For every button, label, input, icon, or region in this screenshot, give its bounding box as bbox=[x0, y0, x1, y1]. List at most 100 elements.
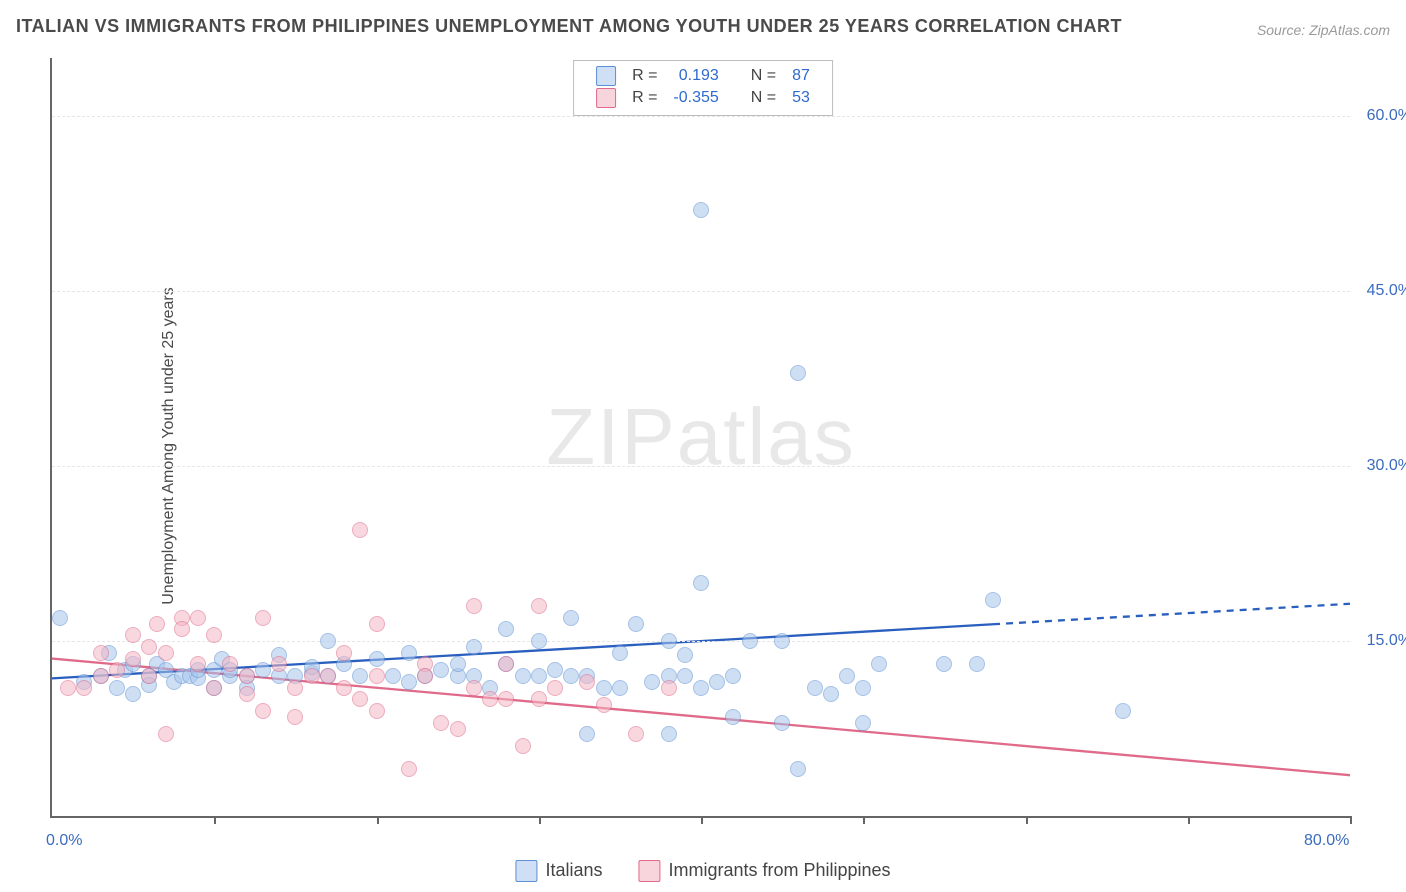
point-philippines bbox=[93, 645, 109, 661]
x-tick bbox=[701, 816, 703, 824]
point-philippines bbox=[190, 610, 206, 626]
r-label: R = bbox=[624, 87, 665, 109]
x-tick bbox=[1350, 816, 1352, 824]
correlation-row-philippines: R = -0.355 N = 53 bbox=[588, 87, 818, 109]
point-philippines bbox=[515, 738, 531, 754]
point-italians bbox=[985, 592, 1001, 608]
point-italians bbox=[644, 674, 660, 690]
chart-root: { "title": "ITALIAN VS IMMIGRANTS FROM P… bbox=[0, 0, 1406, 892]
point-philippines bbox=[222, 656, 238, 672]
point-italians bbox=[515, 668, 531, 684]
n-value: 53 bbox=[784, 87, 818, 109]
point-philippines bbox=[579, 674, 595, 690]
point-philippines bbox=[336, 680, 352, 696]
point-italians bbox=[450, 656, 466, 672]
point-italians bbox=[790, 365, 806, 381]
point-italians bbox=[774, 633, 790, 649]
legend-item-italians: Italians bbox=[515, 860, 602, 882]
correlation-legend: R = 0.193 N = 87 R = -0.355 N = 53 bbox=[573, 60, 833, 116]
point-philippines bbox=[141, 668, 157, 684]
point-italians bbox=[352, 668, 368, 684]
point-italians bbox=[531, 668, 547, 684]
point-philippines bbox=[369, 668, 385, 684]
point-philippines bbox=[76, 680, 92, 696]
point-italians bbox=[936, 656, 952, 672]
point-italians bbox=[823, 686, 839, 702]
point-philippines bbox=[125, 651, 141, 667]
swatch-philippines bbox=[596, 88, 616, 108]
point-philippines bbox=[369, 616, 385, 632]
watermark: ZIPatlas bbox=[546, 391, 855, 483]
point-italians bbox=[563, 668, 579, 684]
point-philippines bbox=[125, 627, 141, 643]
point-philippines bbox=[466, 680, 482, 696]
point-philippines bbox=[547, 680, 563, 696]
point-italians bbox=[725, 668, 741, 684]
point-italians bbox=[871, 656, 887, 672]
series-legend: Italians Immigrants from Philippines bbox=[515, 860, 890, 882]
point-philippines bbox=[628, 726, 644, 742]
point-philippines bbox=[482, 691, 498, 707]
point-italians bbox=[969, 656, 985, 672]
point-italians bbox=[855, 715, 871, 731]
point-italians bbox=[855, 680, 871, 696]
point-philippines bbox=[206, 680, 222, 696]
point-philippines bbox=[149, 616, 165, 632]
point-italians bbox=[369, 651, 385, 667]
point-italians bbox=[693, 202, 709, 218]
point-italians bbox=[1115, 703, 1131, 719]
correlation-row-italians: R = 0.193 N = 87 bbox=[588, 65, 818, 87]
point-italians bbox=[661, 633, 677, 649]
y-tick-label: 45.0% bbox=[1367, 282, 1406, 300]
r-value: 0.193 bbox=[665, 65, 726, 87]
plot-area: ZIPatlas 15.0%30.0%45.0%60.0%0.0%80.0% bbox=[50, 58, 1350, 818]
point-philippines bbox=[206, 627, 222, 643]
x-tick bbox=[539, 816, 541, 824]
point-philippines bbox=[401, 761, 417, 777]
watermark-bold: ZIP bbox=[546, 392, 676, 481]
point-philippines bbox=[141, 639, 157, 655]
point-philippines bbox=[498, 691, 514, 707]
x-tick-label: 80.0% bbox=[1304, 832, 1349, 850]
point-italians bbox=[466, 639, 482, 655]
legend-label: Italians bbox=[545, 860, 602, 880]
point-italians bbox=[52, 610, 68, 626]
point-italians bbox=[596, 680, 612, 696]
r-value: -0.355 bbox=[665, 87, 726, 109]
source-attribution: Source: ZipAtlas.com bbox=[1257, 22, 1390, 38]
point-italians bbox=[498, 621, 514, 637]
point-philippines bbox=[417, 668, 433, 684]
point-italians bbox=[612, 680, 628, 696]
point-italians bbox=[774, 715, 790, 731]
legend-label: Immigrants from Philippines bbox=[668, 860, 890, 880]
point-italians bbox=[693, 575, 709, 591]
point-italians bbox=[255, 662, 271, 678]
swatch-philippines bbox=[638, 860, 660, 882]
point-philippines bbox=[255, 610, 271, 626]
swatch-italians bbox=[596, 66, 616, 86]
point-italians bbox=[693, 680, 709, 696]
point-philippines bbox=[433, 715, 449, 731]
trend-lines bbox=[52, 58, 1350, 816]
point-philippines bbox=[174, 621, 190, 637]
point-italians bbox=[563, 610, 579, 626]
point-italians bbox=[547, 662, 563, 678]
y-tick-label: 60.0% bbox=[1367, 107, 1406, 125]
y-tick-label: 15.0% bbox=[1367, 632, 1406, 650]
point-italians bbox=[320, 633, 336, 649]
trend-line bbox=[993, 604, 1350, 625]
point-philippines bbox=[369, 703, 385, 719]
point-philippines bbox=[158, 726, 174, 742]
point-philippines bbox=[109, 662, 125, 678]
point-italians bbox=[433, 662, 449, 678]
x-tick bbox=[1188, 816, 1190, 824]
n-value: 87 bbox=[784, 65, 818, 87]
point-philippines bbox=[352, 691, 368, 707]
y-tick-label: 30.0% bbox=[1367, 457, 1406, 475]
x-tick-label: 0.0% bbox=[46, 832, 82, 850]
point-philippines bbox=[498, 656, 514, 672]
r-label: R = bbox=[624, 65, 665, 87]
point-philippines bbox=[304, 668, 320, 684]
point-philippines bbox=[60, 680, 76, 696]
point-italians bbox=[709, 674, 725, 690]
